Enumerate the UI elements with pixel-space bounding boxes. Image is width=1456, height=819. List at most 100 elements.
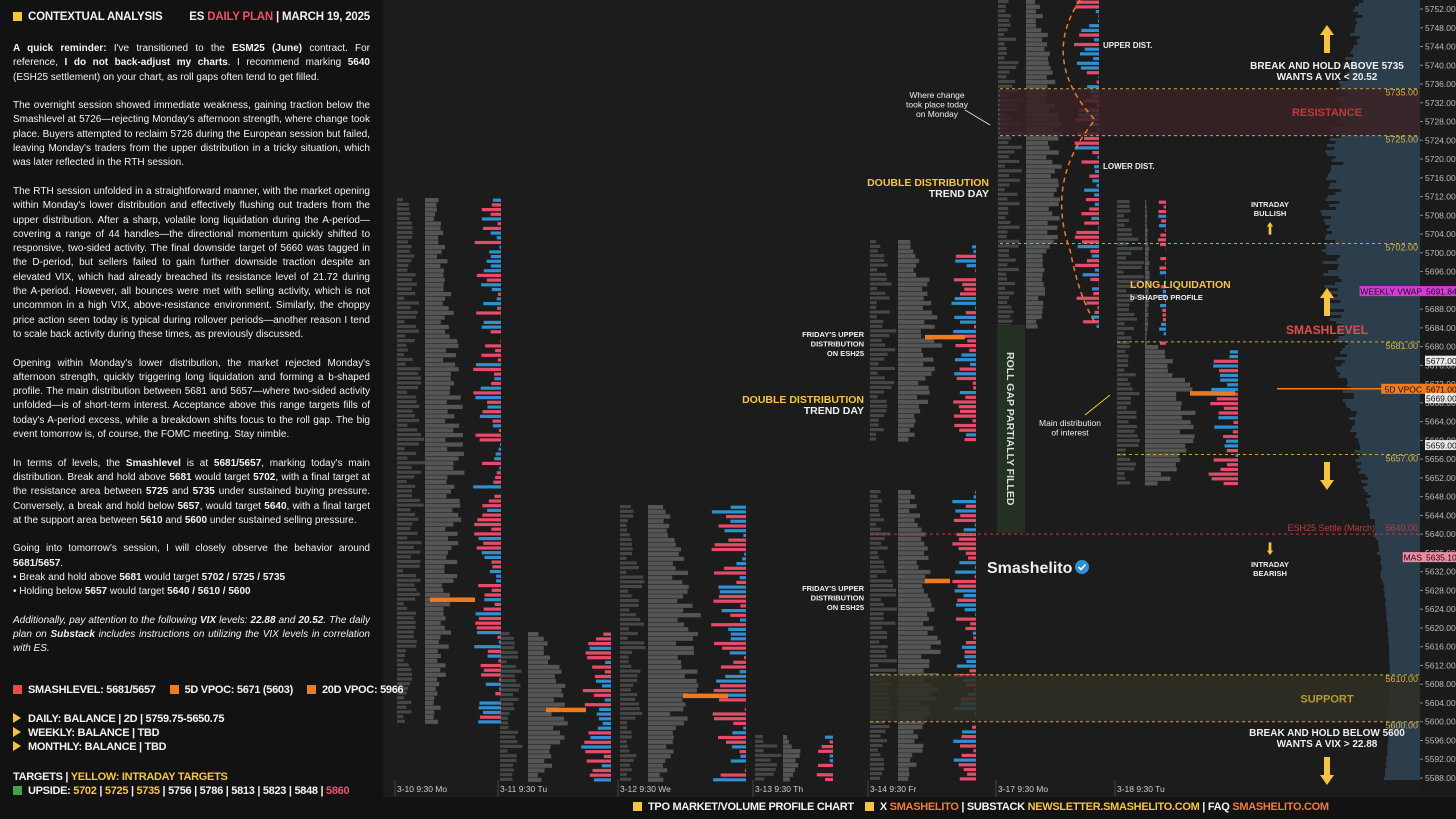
tpo-letters (620, 763, 630, 767)
tpo-letters (397, 423, 408, 427)
tpo-histogram (1145, 275, 1150, 280)
tpo-histogram (1145, 204, 1147, 209)
tpo-letters (870, 272, 886, 277)
tpo-histogram (898, 579, 929, 584)
text-run: 5681/5657 (213, 457, 262, 469)
tpo-letters (620, 683, 634, 687)
tpo-letters (870, 287, 878, 291)
tpo-letters (397, 531, 418, 535)
tag-name: 5D VPOC (1385, 384, 1422, 394)
tpo-histogram (898, 645, 931, 650)
footer-faq-link[interactable]: SMASHELITO.COM (1232, 801, 1329, 813)
tpo-letters (870, 263, 888, 267)
tpo-letters (870, 631, 888, 635)
tpo-histogram (425, 348, 447, 353)
tpo-histogram (1026, 79, 1056, 85)
legend-label: SMASHLEVEL: 5681/5657 (28, 684, 156, 696)
tpo-histogram (1026, 56, 1048, 61)
tpo-letters (397, 362, 406, 366)
tpo-letters (998, 164, 1006, 168)
tpo-letters (998, 70, 1010, 74)
paragraph: A quick reminder: I've transitioned to t… (13, 42, 370, 85)
volume-bar (1162, 308, 1166, 312)
axis-label: 5600.00 (1425, 717, 1456, 727)
volume-bar (478, 584, 501, 588)
tpo-letters (870, 621, 896, 625)
tpo-histogram (783, 735, 788, 740)
footer-x-link[interactable]: SMASHELITO (889, 801, 959, 813)
tpo-letters (500, 650, 518, 654)
tpo-histogram (425, 433, 464, 438)
tpo-histogram (1026, 136, 1059, 141)
tpo-letters (620, 678, 638, 683)
tpo-letters (870, 607, 897, 611)
tag-label: 5669.00 (1426, 394, 1456, 404)
paragraph: The RTH session unfolded in a straightfo… (13, 185, 370, 342)
volume-bar (962, 282, 976, 287)
tpo-histogram (898, 593, 928, 598)
volume-bar (712, 712, 746, 716)
tpo-letters (397, 512, 416, 517)
volume-bar (493, 480, 501, 484)
tpo-histogram (425, 498, 460, 503)
tpo-letters (620, 707, 640, 711)
volume-bar (954, 589, 976, 593)
balance-row: MONTHLY: BALANCE | TBD (13, 741, 383, 755)
tpo-histogram (425, 639, 439, 644)
tpo-letters (1117, 345, 1131, 349)
tpo-letters (998, 249, 1010, 253)
volume-bar (716, 679, 746, 683)
tpo-histogram (898, 301, 932, 306)
tpo-letters (397, 226, 413, 230)
arrow (1320, 757, 1334, 785)
tpo-histogram (898, 560, 917, 565)
tpo-histogram (425, 212, 436, 217)
pointer (1084, 394, 1111, 416)
tpo-histogram (425, 235, 439, 240)
volume-profile (1357, 465, 1420, 468)
volume-bar (494, 377, 501, 381)
tpo-histogram (425, 287, 444, 292)
settle-name: ESH25 Settle (March) (1287, 523, 1375, 533)
volume-bar (1158, 238, 1166, 242)
tpo-histogram (1145, 214, 1148, 219)
volume-bar (1158, 210, 1166, 214)
tpo-histogram (898, 729, 914, 734)
volume-bar (478, 616, 501, 621)
volume-bar (1160, 242, 1166, 247)
volume-bar (497, 358, 501, 362)
level-label: 5681.00 (1385, 341, 1418, 351)
settle-label: 5640.00 (1385, 523, 1418, 533)
volume-bar (954, 358, 976, 362)
tpo-letters (500, 721, 509, 725)
tpo-histogram (528, 660, 548, 665)
tpo-letters (998, 239, 1020, 243)
volume-profile (1346, 405, 1420, 408)
volume-bar (499, 245, 501, 249)
volume-bar (481, 353, 501, 357)
tpo-letters (1117, 349, 1126, 353)
volume-bar (965, 504, 976, 508)
volume-bar (969, 669, 976, 673)
tpo-histogram (898, 663, 930, 669)
tpo-letters (870, 277, 887, 281)
footer-substack-link[interactable]: NEWSLETTER.SMASHELITO.COM (1027, 801, 1200, 813)
tpo-letters (500, 768, 514, 772)
volume-bar (1220, 378, 1238, 382)
volume-bar (964, 287, 976, 291)
tpo-histogram (898, 385, 929, 390)
tpo-letters (870, 423, 879, 427)
tpo-histogram (425, 710, 435, 715)
tpo-letters (1117, 363, 1129, 367)
tpo-letters (397, 292, 416, 296)
volume-profile (1347, 354, 1420, 357)
volume-bar (739, 670, 746, 674)
volume-bar (974, 523, 976, 527)
volume-bar (494, 457, 501, 461)
zone (870, 674, 1420, 722)
volume-bar (475, 363, 501, 367)
volume-profile (1338, 327, 1420, 330)
tpo-letters (620, 519, 628, 523)
tpo-histogram (425, 226, 441, 231)
tpo-histogram (425, 334, 450, 339)
